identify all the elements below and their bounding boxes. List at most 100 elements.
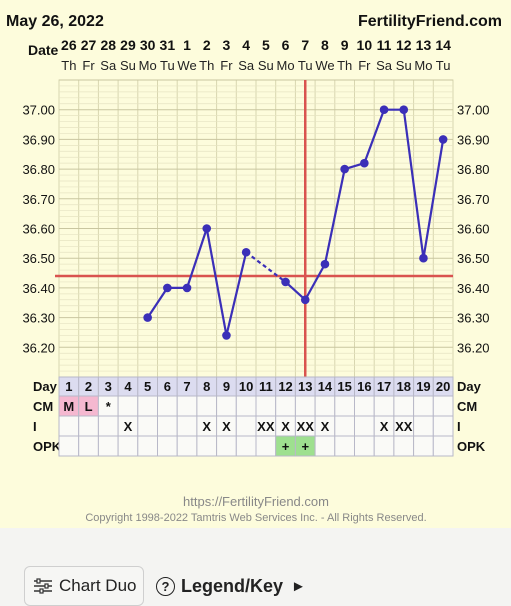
day-row-label-right: Day [457, 379, 482, 394]
temp-segment-dashed [245, 251, 287, 283]
y-tick-left: 36.20 [22, 340, 55, 355]
i-cell [78, 415, 99, 437]
weekday-label: We [315, 58, 334, 73]
y-tick-right: 36.20 [457, 340, 490, 355]
opk-cell [137, 435, 159, 457]
day-row-label-left: Day [33, 379, 58, 394]
y-tick-left: 36.60 [22, 222, 55, 237]
weekday-label: Th [61, 58, 76, 73]
temp-point [438, 135, 448, 144]
weekday-label: Mo [414, 58, 432, 73]
day-cell-text: 6 [164, 379, 171, 394]
temp-point [340, 164, 349, 174]
sliders-icon [34, 578, 52, 594]
day-cell-text: 12 [278, 379, 292, 394]
date-label: 2 [203, 37, 211, 53]
i-cell [157, 415, 178, 437]
header-brand: FertilityFriend.com [358, 13, 502, 30]
weekday-label: Sa [238, 58, 255, 73]
cm-cell [157, 395, 178, 417]
date-label: 7 [301, 37, 309, 53]
i-cell [58, 415, 80, 437]
weekday-label: Tu [160, 58, 175, 73]
day-cell-text: 10 [239, 379, 253, 394]
opk-cell [373, 435, 395, 457]
opk-cell [314, 435, 336, 457]
weekday-label: Sa [376, 58, 393, 73]
i-cell-text: X [321, 419, 330, 434]
fertility-chart-panel: May 26, 2022 FertilityFriend.com Date 26 Th 2… [0, 0, 511, 528]
weekday-label: Su [396, 58, 412, 73]
temp-segment [225, 252, 248, 336]
date-label: 6 [282, 37, 290, 53]
date-label: 30 [140, 37, 156, 53]
cm-cell [354, 395, 375, 417]
day-cell-text: 15 [337, 379, 351, 394]
date-label: 3 [223, 37, 231, 53]
footer-url: https://FertilityFriend.com [183, 494, 329, 509]
temp-point [241, 247, 251, 257]
cm-cell-text: L [85, 399, 93, 414]
date-label: 14 [435, 37, 451, 53]
weekday-label: Th [337, 58, 352, 73]
cm-cell [432, 395, 454, 417]
weekday-label: Sa [100, 58, 117, 73]
opk-cell [334, 435, 355, 457]
day-cell-text: 19 [416, 379, 430, 394]
temp-segment [205, 228, 228, 336]
opk-cell-text: + [282, 439, 290, 454]
cm-cell [393, 395, 415, 417]
y-tick-right: 37.00 [457, 103, 490, 118]
opk-cell [117, 435, 139, 457]
opk-row-label-left: OPK [33, 439, 62, 454]
temp-point [379, 105, 389, 114]
temp-segment [186, 228, 208, 289]
temp-point [182, 283, 192, 293]
y-tick-left: 36.40 [22, 281, 55, 296]
weekday-label: Th [199, 58, 214, 73]
date-label: 10 [357, 37, 373, 53]
y-tick-right: 36.80 [457, 162, 490, 177]
temp-segment [402, 109, 425, 259]
cm-cell [294, 395, 316, 417]
date-label: 26 [61, 37, 77, 53]
cm-cell [314, 395, 336, 417]
weekday-label: Su [120, 58, 136, 73]
opk-cell [97, 435, 119, 457]
y-tick-right: 36.30 [457, 311, 490, 326]
date-label: 8 [321, 37, 329, 53]
opk-row-label-right: OPK [457, 439, 486, 454]
date-label: 4 [242, 37, 250, 53]
temp-segment [304, 263, 326, 301]
cm-cell [196, 395, 218, 417]
header-date: May 26, 2022 [6, 13, 104, 30]
i-cell [413, 415, 434, 437]
day-cell-text: 3 [105, 379, 112, 394]
chart-duo-button[interactable]: Chart Duo [24, 566, 144, 606]
opk-cell [235, 435, 257, 457]
legend-key-button[interactable]: ? Legend/Key ► [156, 566, 306, 606]
day-cell-text: 16 [357, 379, 371, 394]
temp-segment [323, 168, 346, 265]
weekday-label: Tu [436, 58, 451, 73]
i-row-label-left: I [33, 419, 37, 434]
day-cell-text: 20 [436, 379, 450, 394]
weekday-label: Mo [277, 58, 295, 73]
date-label: 11 [377, 37, 392, 53]
i-row-label-right: I [457, 419, 461, 434]
cm-row-label-right: CM [457, 399, 477, 414]
cm-cell [373, 395, 395, 417]
day-cell-text: 5 [144, 379, 151, 394]
day-cell-text: 18 [397, 379, 411, 394]
temp-point [143, 313, 152, 322]
i-cell [432, 415, 454, 437]
y-tick-right: 36.40 [457, 281, 490, 296]
opk-cell [58, 435, 80, 457]
temp-point [320, 259, 330, 269]
opk-cell [196, 435, 218, 457]
legend-key-label: Legend/Key [181, 575, 284, 596]
date-label: 31 [160, 37, 176, 53]
i-cell-text: XX [395, 419, 413, 434]
weekday-label: Su [258, 58, 274, 73]
